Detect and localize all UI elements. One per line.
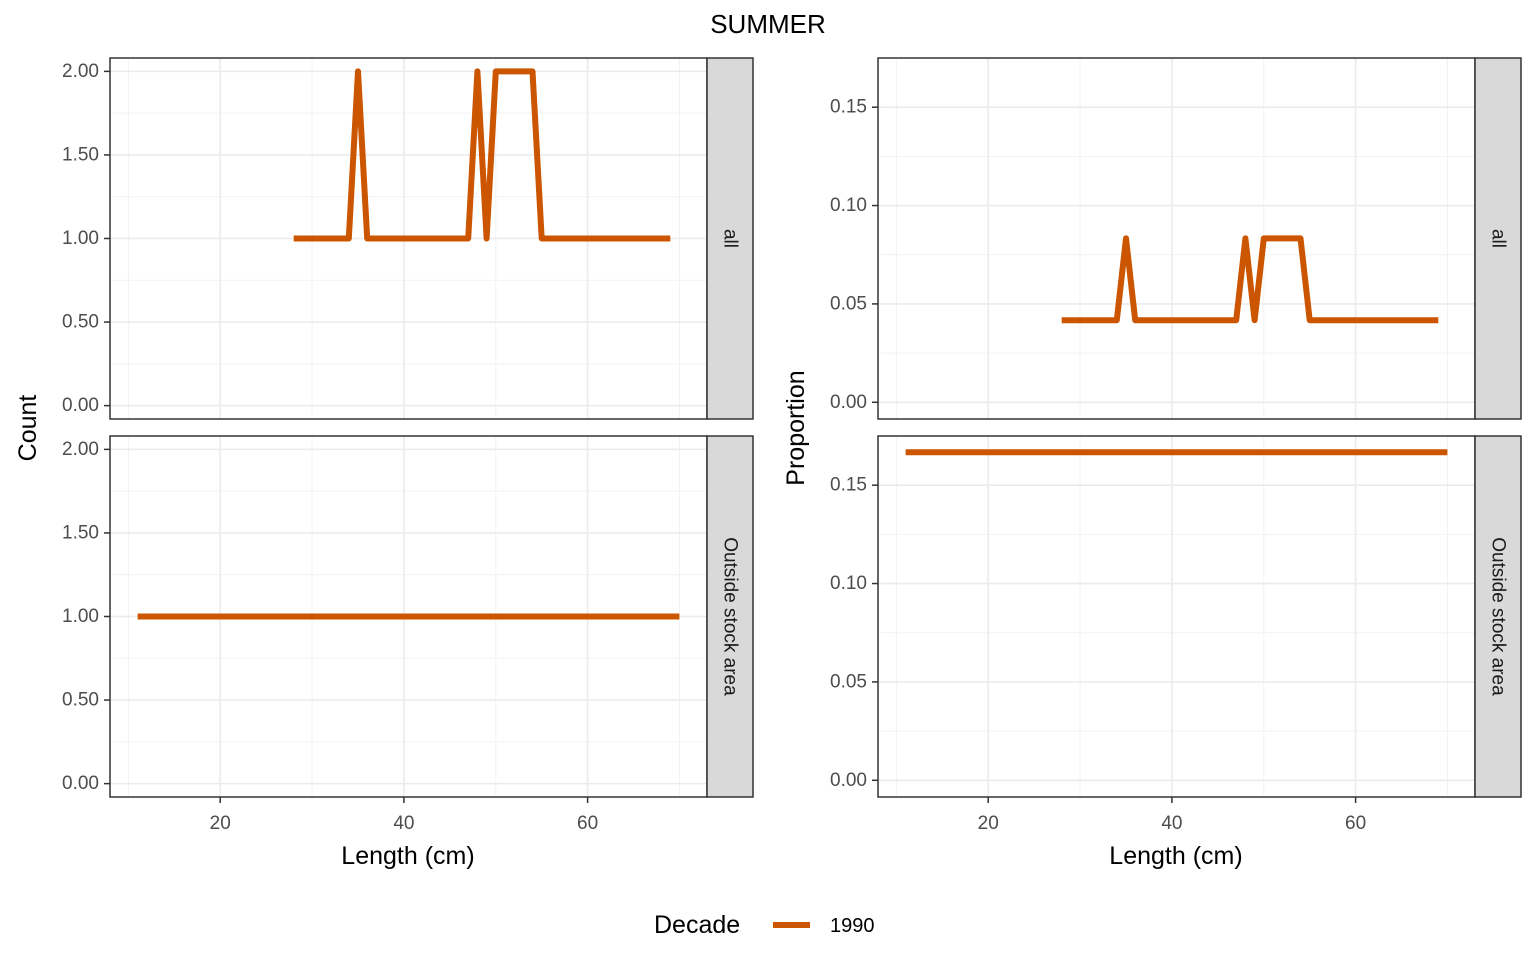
y-tick-label: 1.50: [62, 522, 99, 543]
y-tick-label: 2.00: [62, 61, 99, 82]
x-tick-label: 60: [577, 813, 598, 834]
x-tick-label: 40: [393, 813, 414, 834]
y-tick-label: 1.00: [62, 228, 99, 249]
series-line-1990: [1061, 235, 1439, 324]
y-tick-label: 0.05: [830, 293, 867, 314]
y-axis-title: Proportion: [782, 370, 810, 485]
x-tick-label: 60: [1345, 813, 1366, 834]
y-tick-label: 0.00: [830, 392, 867, 413]
facet-strip-label: all: [720, 229, 741, 248]
facet-strip-label: all: [1488, 229, 1509, 248]
panel-4: Outside stock area 0.00 0.05 0.10 0.15 20 40 60: [830, 435, 1522, 834]
x-tick-label: 20: [210, 813, 231, 834]
plot-title: SUMMER: [710, 9, 826, 39]
y-tick-label: 0.15: [830, 475, 867, 496]
panel-2: Outside stock area 0.00 0.50 1.00 1.50 2.00 20…: [62, 435, 754, 834]
legend: Decade 1990: [654, 911, 875, 939]
x-tick-label: 20: [978, 813, 999, 834]
facet-strip-label: Outside stock area: [720, 537, 741, 696]
y-tick-label: 0.50: [62, 312, 99, 333]
facet-strip: [1474, 435, 1522, 798]
y-tick-label: 0.10: [830, 573, 867, 594]
series-line-1990: [293, 68, 671, 242]
legend-label-1990: 1990: [830, 915, 875, 937]
x-axis-title: Length (cm): [1109, 842, 1242, 870]
legend-title: Decade: [654, 911, 740, 939]
y-axis-title: Count: [14, 395, 42, 462]
panel-background: [878, 58, 1475, 419]
x-axis-title: Length (cm): [341, 842, 474, 870]
y-tick-label: 1.00: [62, 606, 99, 627]
facet-strip-label: Outside stock area: [1488, 537, 1509, 696]
y-tick-label: 0.05: [830, 671, 867, 692]
y-tick-label: 1.50: [62, 144, 99, 165]
panel-3: all 0.00 0.05 0.10 0.15: [830, 57, 1522, 420]
facet-strip: [706, 57, 754, 420]
x-tick-label: 40: [1161, 813, 1182, 834]
panel-background: [878, 436, 1475, 797]
y-tick-label: 0.50: [62, 690, 99, 711]
facet-strip: [1474, 57, 1522, 420]
y-tick-label: 0.00: [62, 773, 99, 794]
y-tick-label: 0.15: [830, 97, 867, 118]
y-tick-label: 2.00: [62, 439, 99, 460]
y-tick-label: 0.00: [830, 770, 867, 791]
facet-strip: [706, 435, 754, 798]
y-tick-label: 0.00: [62, 395, 99, 416]
panel-1: all 0.00 0.50 1.00 1.50 2.00: [62, 57, 754, 420]
y-tick-label: 0.10: [830, 195, 867, 216]
